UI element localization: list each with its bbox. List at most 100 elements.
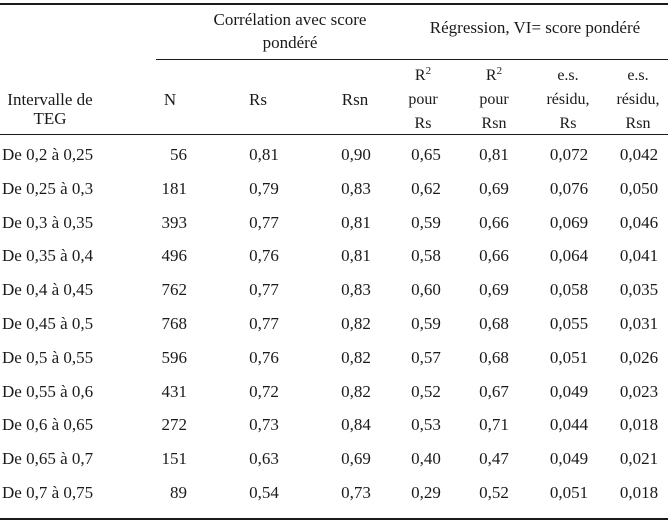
cell-rs: 0,79 — [249, 178, 279, 198]
cell-r2-rs: 0,59 — [411, 212, 441, 232]
cell-rs: 0,77 — [249, 212, 279, 232]
cell-r2-rsn: 0,68 — [479, 314, 509, 333]
cell-n: 768 — [161, 314, 188, 333]
cell-r2-rsn: 0,69 — [479, 280, 509, 300]
cell-r2-rs: 0,53 — [411, 415, 441, 435]
cell-es-rs: 0,051 — [549, 347, 589, 367]
cell-es-rs: 0,076 — [549, 178, 589, 198]
cell-interval: De 0,65 à 0,7 — [2, 449, 94, 469]
table-bottom-rule — [0, 518, 668, 520]
cell-interval: De 0,7 à 0,75 — [2, 483, 94, 502]
cell-rsn: 0,81 — [341, 246, 371, 266]
cell-n: 762 — [161, 280, 188, 300]
cell-n: 496 — [161, 246, 188, 266]
cell-interval: De 0,6 à 0,65 — [2, 415, 94, 435]
cell-n: 151 — [161, 449, 188, 469]
table-row: De 0,35 à 0,4 496 0,76 0,81 0,58 0,66 0,… — [0, 246, 668, 266]
cell-n: 272 — [161, 415, 188, 435]
col-header-es-rsn: e.s. résidu, Rsn — [616, 67, 660, 132]
cell-r2-rsn: 0,67 — [479, 381, 509, 401]
correlation-group-header-line2: pondéré — [262, 33, 318, 52]
cell-r2-rsn: 0,66 — [479, 246, 509, 266]
cell-r2-rsn: 0,52 — [479, 483, 509, 502]
cell-rsn: 0,90 — [341, 145, 371, 164]
cell-n: 181 — [161, 178, 188, 198]
table-row: De 0,3 à 0,35 393 0,77 0,81 0,59 0,66 0,… — [0, 213, 668, 233]
cell-es-rs: 0,049 — [549, 381, 589, 401]
col-header-n: N — [163, 90, 177, 109]
cell-r2-rs: 0,52 — [411, 381, 441, 401]
cell-es-rsn: 0,046 — [619, 212, 659, 232]
cell-interval: De 0,35 à 0,4 — [2, 246, 94, 266]
cell-interval: De 0,5 à 0,55 — [2, 347, 94, 367]
cell-rs: 0,73 — [249, 415, 279, 435]
cell-rs: 0,76 — [249, 246, 279, 266]
cell-rs: 0,54 — [249, 483, 279, 502]
cell-es-rsn: 0,026 — [619, 347, 659, 367]
cell-es-rs: 0,064 — [549, 246, 589, 266]
cell-interval: De 0,3 à 0,35 — [2, 212, 94, 232]
cell-r2-rs: 0,29 — [411, 483, 441, 502]
header-bottom-rule — [0, 134, 668, 135]
col-header-rs: Rs — [249, 90, 267, 109]
cell-n: 596 — [161, 347, 188, 367]
table-row: De 0,65 à 0,7 151 0,63 0,69 0,40 0,47 0,… — [0, 449, 668, 469]
cell-interval: De 0,25 à 0,3 — [2, 178, 94, 198]
cell-rs: 0,72 — [249, 381, 279, 401]
cell-n: 393 — [161, 212, 188, 232]
table-row: De 0,6 à 0,65 272 0,73 0,84 0,53 0,71 0,… — [0, 415, 668, 435]
cell-rsn: 0,83 — [341, 178, 371, 198]
cell-r2-rsn: 0,69 — [479, 178, 509, 198]
col-header-es-rs: e.s. résidu, Rs — [546, 67, 590, 132]
cell-interval: De 0,2 à 0,25 — [2, 145, 94, 164]
col-header-rsn: Rsn — [341, 90, 369, 109]
table-row: De 0,45 à 0,5 768 0,77 0,82 0,59 0,68 0,… — [0, 314, 668, 334]
cell-es-rs: 0,058 — [549, 280, 589, 300]
cell-n: 89 — [170, 483, 187, 502]
col-header-interval-line1: Intervalle de — [7, 90, 93, 109]
cell-rsn: 0,69 — [341, 449, 371, 469]
col-header-interval-line2: TEG — [33, 109, 67, 128]
cell-r2-rs: 0,58 — [411, 246, 441, 266]
cell-interval: De 0,45 à 0,5 — [2, 314, 94, 333]
cell-r2-rs: 0,65 — [411, 145, 441, 164]
cell-r2-rs: 0,59 — [411, 314, 441, 333]
col-header-r2-rsn: R2 pour Rsn — [479, 65, 509, 133]
cell-r2-rsn: 0,68 — [479, 347, 509, 367]
cell-interval: De 0,55 à 0,6 — [2, 381, 94, 401]
table-row: De 0,55 à 0,6 431 0,72 0,82 0,52 0,67 0,… — [0, 382, 668, 402]
cell-es-rsn: 0,042 — [619, 145, 659, 164]
cell-rs: 0,77 — [249, 280, 279, 300]
table-row: De 0,25 à 0,3 181 0,79 0,83 0,62 0,69 0,… — [0, 179, 668, 199]
cell-es-rs: 0,044 — [549, 415, 589, 435]
cell-es-rsn: 0,023 — [619, 381, 659, 401]
cell-r2-rs: 0,62 — [411, 178, 441, 198]
cell-es-rs: 0,069 — [549, 212, 589, 232]
cell-r2-rs: 0,40 — [411, 449, 441, 469]
cell-n: 56 — [170, 145, 187, 164]
cell-rsn: 0,82 — [341, 314, 371, 333]
group-header-rule — [156, 59, 668, 60]
correlation-group-header-line1: Corrélation avec score — [213, 10, 367, 29]
cell-rsn: 0,73 — [341, 483, 371, 502]
cell-es-rsn: 0,018 — [619, 415, 659, 435]
table-row: De 0,4 à 0,45 762 0,77 0,83 0,60 0,69 0,… — [0, 280, 668, 300]
col-header-r2-rs: R2 pour Rs — [408, 65, 438, 133]
cell-es-rs: 0,055 — [549, 314, 589, 333]
cell-r2-rs: 0,57 — [411, 347, 441, 367]
cell-n: 431 — [161, 381, 188, 401]
cell-rs: 0,76 — [249, 347, 279, 367]
cell-rsn: 0,84 — [341, 415, 371, 435]
table-row: De 0,2 à 0,25 56 0,81 0,90 0,65 0,81 0,0… — [0, 145, 668, 165]
cell-r2-rsn: 0,66 — [479, 212, 509, 232]
regression-group-header: Régression, VI= score pondéré — [429, 18, 641, 37]
table-top-rule — [0, 3, 668, 5]
cell-rs: 0,77 — [249, 314, 279, 333]
table-row: De 0,5 à 0,55 596 0,76 0,82 0,57 0,68 0,… — [0, 348, 668, 368]
cell-r2-rsn: 0,47 — [479, 449, 509, 469]
cell-r2-rsn: 0,81 — [479, 145, 509, 164]
cell-es-rs: 0,072 — [549, 145, 589, 164]
cell-rsn: 0,83 — [341, 280, 371, 300]
cell-r2-rs: 0,60 — [411, 280, 441, 300]
cell-es-rs: 0,049 — [549, 449, 589, 469]
